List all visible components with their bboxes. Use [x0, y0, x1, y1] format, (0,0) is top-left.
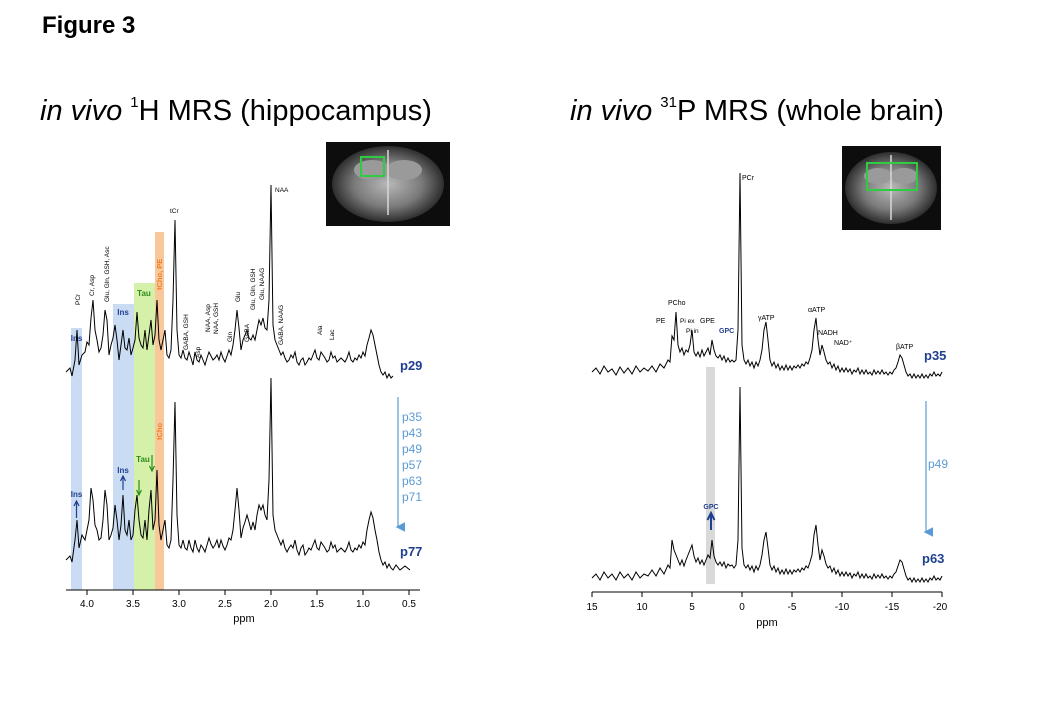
ins-label-top-2: Ins: [117, 308, 129, 317]
right-panel-title: in vivo 31P MRS (whole brain): [570, 94, 944, 128]
whole-brain-mri-inset: [842, 146, 941, 230]
left-title-italic: in vivo: [40, 95, 123, 127]
peak-label: NAA: [275, 187, 289, 194]
peak-label: Lac: [329, 329, 336, 340]
x-tick-label: 5: [689, 602, 695, 613]
x-tick-label: 10: [636, 602, 648, 613]
left-panel-title: in vivo 1H MRS (hippocampus): [40, 94, 432, 128]
peak-label: Glu, NAAG: [259, 268, 266, 300]
peak-label: PCr: [75, 293, 82, 305]
ins-label-bottom-1: Ins: [71, 490, 83, 499]
hippocampus-voxel-box: [360, 156, 385, 177]
peak-label: Glu: [235, 292, 242, 303]
peak-label: NAD⁺: [834, 340, 853, 347]
peak-label: PCho: [668, 300, 686, 307]
ins-arrow-2: [119, 474, 127, 490]
gpc-label-bottom: GPC: [703, 504, 718, 511]
peak-label: GABA: [244, 323, 251, 342]
right-x-axis-label: ppm: [756, 617, 777, 629]
spectrum-label-top: p35: [924, 348, 946, 363]
x-tick-label: -20: [933, 602, 948, 613]
x-tick-label: 2.5: [218, 599, 232, 610]
x-tick-label: 3.0: [172, 599, 186, 610]
right-spectra-panel: PCr PE PCho Pi ex Pi in GPE γATP αATP NA…: [586, 146, 948, 629]
tcho-band: [155, 232, 164, 590]
time-point: p57: [402, 458, 422, 472]
x-tick-label: 0.5: [402, 599, 416, 610]
peak-label: PCr: [742, 175, 755, 182]
ins-arrow-1: [73, 499, 80, 518]
ins-label-bottom-2: Ins: [117, 466, 129, 475]
ins-band-2: [113, 304, 134, 590]
peak-label: Glu, Gln, GSH, Asc: [104, 246, 111, 302]
spectrum-label-top: p29: [400, 358, 422, 373]
peak-label: Asp: [195, 346, 202, 358]
tau-band: [134, 283, 155, 590]
left-x-axis-label: ppm: [233, 613, 254, 625]
left-title-rest: H MRS (hippocampus): [138, 95, 432, 127]
tau-arrow-1: [135, 480, 143, 497]
peak-label: NAA, GSH: [213, 303, 220, 334]
peak-label: Glu, Gln, GSH: [250, 268, 257, 310]
h-spectrum-bottom: [65, 377, 411, 571]
figure-label: Figure 3: [42, 12, 136, 39]
left-title-isotope: 1: [130, 94, 139, 111]
tcho-label-bottom: tCho: [155, 423, 164, 440]
peak-label: Pi ex: [680, 318, 695, 325]
time-point: p71: [402, 490, 422, 504]
tau-label-bottom: Tau: [136, 455, 150, 464]
spectrum-label-bottom: p63: [922, 551, 944, 566]
h-spectrum-top: [65, 184, 394, 380]
x-tick-label: 1.5: [310, 599, 324, 610]
peak-label: GPE: [700, 318, 715, 325]
peak-label: GABA, GSH: [183, 314, 190, 350]
peak-label: Ala: [317, 325, 324, 335]
gpc-up-arrow: [706, 510, 716, 530]
right-ticks: [591, 592, 943, 597]
tcho-pe-label: tCho, PE: [155, 259, 164, 290]
right-title-rest: P MRS (whole brain): [676, 95, 944, 127]
time-point: p49: [928, 457, 948, 471]
peak-label: βATP: [896, 344, 913, 351]
left-spectra-panel: Ins Ins Tau tCho, PE Ins Ins Tau tCho PC…: [65, 142, 450, 625]
p-spectrum-top: [591, 172, 943, 380]
time-point: p49: [402, 442, 422, 456]
ins-band-1: [71, 328, 82, 590]
peak-label: NADH: [818, 330, 838, 337]
peak-label: αATP: [808, 307, 825, 314]
peak-label: tCr: [170, 208, 180, 215]
x-tick-label: 4.0: [80, 599, 94, 610]
x-tick-label: 1.0: [356, 599, 370, 610]
hippocampus-mri-inset: [326, 142, 450, 226]
time-point: p43: [402, 426, 422, 440]
tau-arrow-2: [148, 455, 156, 473]
x-tick-label: 3.5: [126, 599, 140, 610]
peak-label: Pi in: [686, 328, 699, 335]
right-title-italic: in vivo: [570, 95, 653, 127]
x-tick-label: -10: [835, 602, 850, 613]
gpc-label-top: GPC: [719, 328, 734, 335]
p-spectrum-bottom: [591, 386, 943, 584]
spectrum-label-bottom: p77: [400, 544, 422, 559]
gpc-band: [706, 367, 715, 584]
peak-label: NAA, Asp: [205, 304, 212, 332]
time-point: p63: [402, 474, 422, 488]
x-tick-label: 0: [739, 602, 745, 613]
x-tick-label: 2.0: [264, 599, 278, 610]
peak-label: Gln: [227, 332, 234, 343]
x-tick-label: -5: [788, 602, 797, 613]
tau-label-top: Tau: [137, 289, 151, 298]
peak-label: GABA, NAAG: [278, 305, 285, 345]
left-ticks: [86, 590, 410, 595]
peak-label: PE: [656, 318, 666, 325]
time-point: p35: [402, 410, 422, 424]
x-tick-label: -15: [885, 602, 900, 613]
whole-brain-voxel-box: [866, 162, 918, 191]
right-title-isotope: 31: [660, 94, 677, 111]
peak-label: γATP: [758, 315, 775, 322]
x-tick-label: 15: [586, 602, 598, 613]
peak-label: Cr, Asp: [89, 275, 96, 296]
